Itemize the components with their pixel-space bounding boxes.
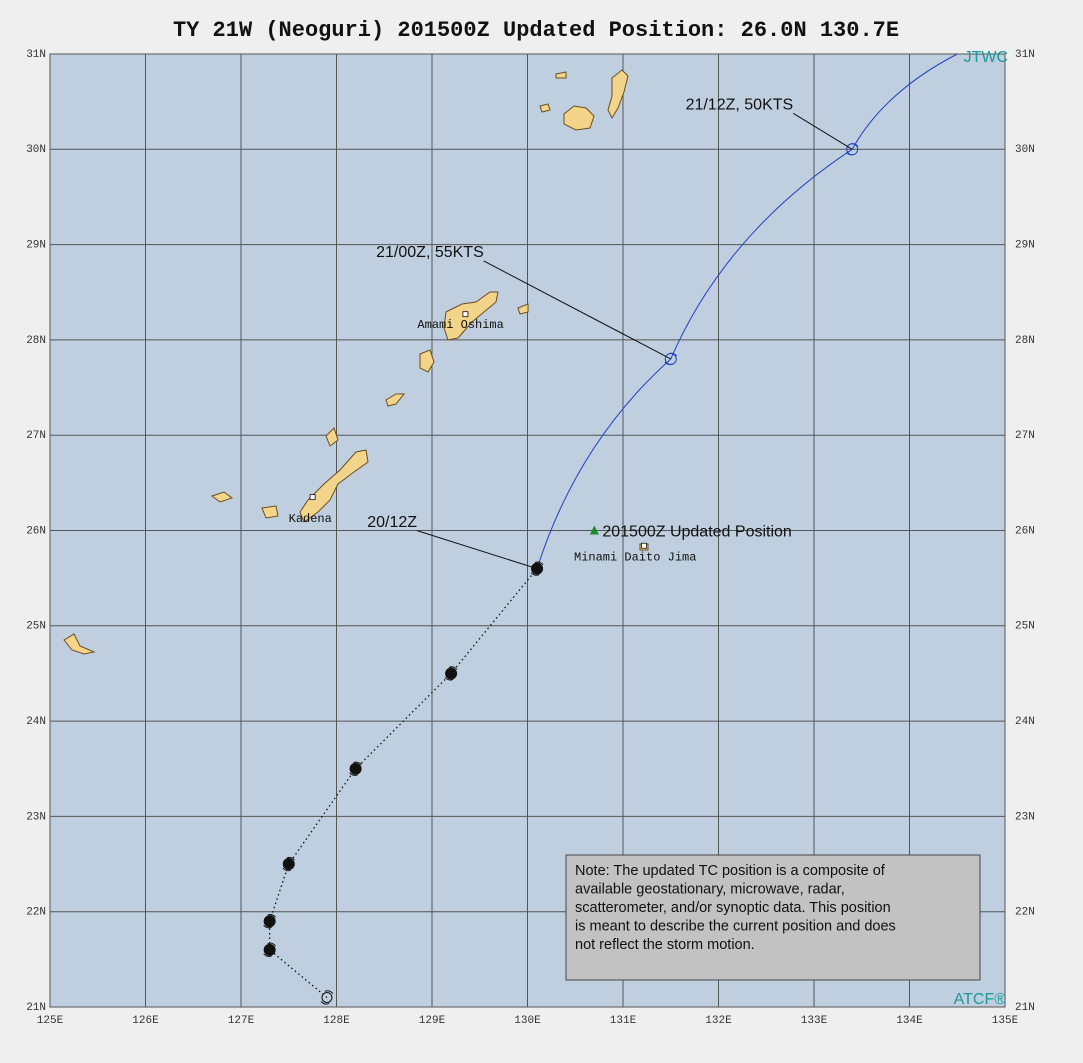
note-line: available geostationary, microwave, rada…	[575, 882, 845, 898]
track-label: 20/12Z	[367, 514, 417, 531]
lon-tick-label: 132E	[705, 1015, 732, 1027]
storm-position	[282, 858, 295, 871]
note-line: not reflect the storm motion.	[575, 937, 755, 953]
lat-tick-label: 29N	[1015, 240, 1035, 252]
lat-tick-label: 31N	[26, 49, 46, 61]
lat-tick-label: 26N	[26, 525, 46, 537]
island	[385, 393, 406, 407]
updated-position	[589, 525, 599, 535]
island	[210, 491, 234, 503]
storm-position	[445, 667, 458, 680]
note-line: is meant to describe the current positio…	[575, 919, 896, 935]
lon-tick-label: 130E	[514, 1015, 541, 1027]
islands	[63, 69, 649, 655]
lat-tick-label: 27N	[26, 430, 46, 442]
lat-tick-label: 21N	[26, 1002, 46, 1014]
island	[325, 427, 339, 447]
leader-line	[483, 260, 671, 360]
note-line: scatterometer, and/or synoptic data. Thi…	[575, 900, 891, 916]
lon-tick-label: 134E	[896, 1015, 923, 1027]
storm-position	[263, 915, 276, 928]
marks: 20/12Z 21/00Z, 55KTS 21/12Z, 50KTS 201500Z …	[263, 53, 958, 1005]
place-marker	[462, 311, 469, 318]
note-line: Note: The updated TC position is a compo…	[575, 863, 886, 879]
lat-tick-label: 30N	[1015, 144, 1035, 156]
lon-tick-label: 129E	[419, 1015, 446, 1027]
note: Note: The updated TC position is a compo…	[575, 863, 896, 953]
title: TY 21W (Neoguri) 201500Z Updated Positio…	[173, 18, 899, 43]
updated-position-label: 201500Z Updated Position	[602, 524, 791, 541]
lat-tick-label: 23N	[26, 811, 46, 823]
storm-symbol	[349, 761, 362, 776]
island	[443, 291, 499, 341]
lat-tick-label: 29N	[26, 240, 46, 252]
place-name: Kadena	[289, 512, 332, 526]
lon-tick-label: 125E	[37, 1015, 64, 1027]
island	[555, 71, 567, 79]
lon-tick-label: 133E	[801, 1015, 828, 1027]
track-label: 21/12Z, 50KTS	[686, 97, 794, 114]
island	[261, 505, 279, 519]
place-name: Minami Daito Jima	[574, 551, 696, 565]
storm-position	[349, 762, 362, 775]
lat-tick-label: 25N	[26, 621, 46, 633]
lat-tick-label: 28N	[26, 335, 46, 347]
track-label: 21/00Z, 55KTS	[376, 244, 484, 261]
storm-symbol	[845, 143, 859, 156]
storm-symbol	[263, 942, 277, 957]
place-name: Amami Oshima	[417, 318, 503, 332]
island	[607, 69, 629, 120]
storm-symbol	[320, 990, 334, 1005]
storm-symbol	[263, 914, 277, 929]
footer: ATCF®	[954, 991, 1007, 1008]
forecast-track	[536, 53, 958, 569]
lat-tick-label: 27N	[1015, 430, 1035, 442]
lat-tick-label: 23N	[1015, 811, 1035, 823]
grid: 125E 126E 127E 128E 129E 130E 131E 132E 133E 134E…	[26, 49, 1035, 1027]
storm-position	[263, 943, 276, 956]
storm-position	[321, 991, 333, 1003]
lat-tick-label: 28N	[1015, 335, 1035, 347]
lat-tick-label: 24N	[26, 716, 46, 728]
leader-line	[792, 112, 853, 150]
lat-tick-label: 30N	[26, 144, 46, 156]
lon-tick-label: 128E	[323, 1015, 350, 1027]
lon-tick-label: 126E	[132, 1015, 159, 1027]
place-marker	[309, 494, 316, 501]
place-marker	[641, 542, 647, 549]
lat-tick-label: 25N	[1015, 621, 1035, 633]
lon-tick-label: 135E	[992, 1015, 1019, 1027]
lat-tick-label: 22N	[26, 907, 46, 919]
lat-tick-label: 26N	[1015, 525, 1035, 537]
storm-symbol	[530, 561, 544, 576]
lat-tick-label: 21N	[1015, 1002, 1035, 1014]
island	[63, 633, 96, 655]
island	[419, 349, 435, 373]
leader-line	[416, 530, 538, 570]
storm-symbol	[444, 666, 458, 681]
lon-tick-label: 131E	[610, 1015, 637, 1027]
storm-symbol	[664, 352, 678, 366]
lat-tick-label: 24N	[1015, 716, 1035, 728]
note-box	[565, 854, 981, 981]
island	[517, 303, 529, 315]
island	[563, 105, 595, 131]
lat-tick-label: 22N	[1015, 907, 1035, 919]
island	[299, 449, 369, 523]
storm-symbol	[282, 856, 296, 872]
lon-tick-label: 127E	[228, 1015, 255, 1027]
lat-tick-label: 31N	[1015, 49, 1035, 61]
agency: JTWC	[964, 49, 1008, 66]
island	[539, 103, 551, 113]
